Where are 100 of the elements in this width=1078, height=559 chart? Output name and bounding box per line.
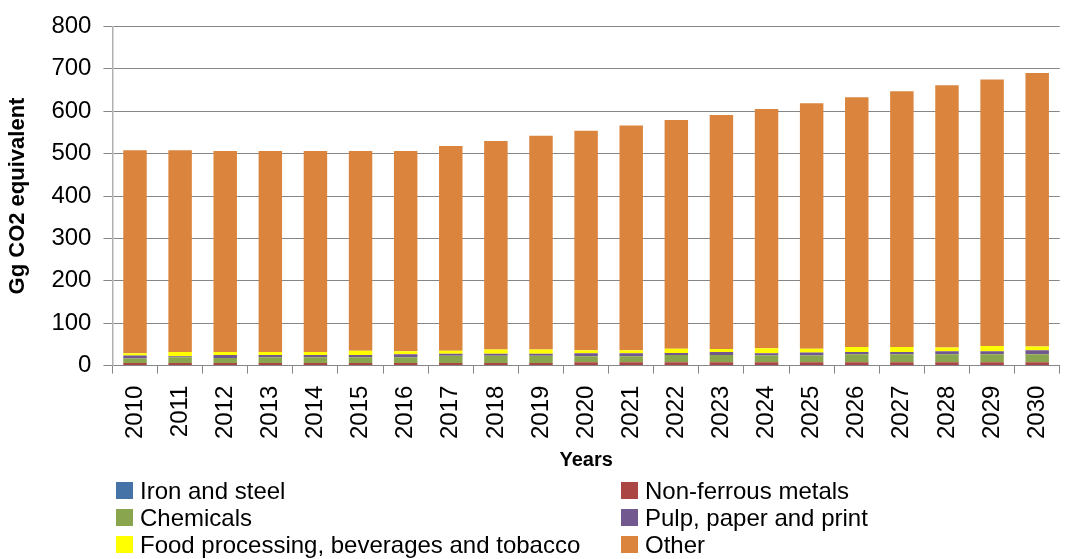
bar (168, 352, 192, 357)
bar (529, 349, 553, 354)
x-tick-label: 2024 (751, 385, 779, 439)
bar (664, 348, 689, 353)
x-tick-label: 2018 (480, 385, 508, 439)
bar (484, 355, 508, 364)
bar (890, 346, 914, 353)
bar (484, 349, 508, 354)
bar (709, 115, 734, 350)
bar (529, 363, 553, 366)
y-tick-label: 700 (51, 53, 92, 81)
bar (935, 354, 959, 363)
bar (393, 357, 418, 364)
legend-label: Iron and steel (140, 476, 286, 505)
bar (980, 351, 1004, 355)
bar (935, 351, 959, 355)
bar (123, 150, 147, 354)
bar (529, 355, 553, 364)
bar (348, 363, 373, 366)
bar (574, 362, 598, 366)
bar (529, 135, 553, 350)
bar (754, 353, 779, 356)
x-tick-label: 2023 (706, 385, 734, 439)
bar (980, 79, 1004, 347)
legend-label: Non-ferrous metals (645, 476, 850, 505)
x-tick-label: 2021 (615, 385, 643, 439)
legend-label: Pulp, paper and print (645, 503, 868, 532)
bar (799, 355, 824, 363)
x-tick-label: 2010 (119, 385, 147, 439)
x-tick-label: 2019 (525, 385, 553, 439)
bar (393, 151, 418, 352)
x-tick-label: 2014 (300, 385, 328, 439)
bar (845, 352, 869, 355)
x-tick-label: 2030 (1021, 385, 1049, 439)
y-tick-label: 100 (51, 307, 92, 335)
y-tick-label: 400 (51, 180, 92, 208)
x-axis-title: Years (559, 447, 613, 470)
bar (258, 357, 283, 364)
bar (213, 151, 237, 353)
bar (619, 362, 643, 366)
y-tick-label: 500 (51, 138, 92, 166)
bar (845, 346, 869, 353)
bar (168, 363, 192, 366)
bar (123, 363, 147, 366)
bar (619, 356, 643, 363)
y-axis-title: Gg CO2 equivalent (4, 96, 30, 295)
bar (348, 350, 373, 356)
bar (213, 357, 237, 364)
bar (935, 85, 959, 348)
bar (258, 363, 283, 366)
bar (529, 353, 553, 356)
bar (664, 120, 689, 349)
bar (845, 354, 869, 363)
x-tick-label: 2027 (886, 385, 914, 439)
bar (213, 363, 237, 366)
x-tick-label: 2026 (841, 385, 869, 439)
bar (754, 355, 779, 363)
y-tick-label: 800 (51, 11, 92, 39)
bar (348, 357, 373, 364)
legend-label: Other (645, 530, 706, 559)
bar (664, 355, 689, 363)
bar (303, 151, 328, 353)
legend-label: Chemicals (140, 503, 253, 532)
x-tick-label: 2025 (796, 385, 824, 439)
y-tick-label: 600 (51, 95, 92, 123)
bar (484, 353, 508, 356)
bar (484, 363, 508, 366)
bar (303, 363, 328, 366)
bar (574, 130, 598, 351)
bar (664, 352, 689, 356)
bar (799, 103, 824, 349)
bar (890, 354, 914, 363)
y-tick-label: 300 (51, 223, 92, 251)
bar (890, 91, 914, 347)
bar (439, 363, 463, 366)
bar (845, 97, 869, 347)
bar (754, 109, 779, 349)
y-tick-label: 200 (51, 265, 92, 293)
y-tick-label: 0 (78, 350, 92, 378)
x-tick-label: 2017 (435, 385, 463, 439)
x-tick-label: 2011 (164, 385, 192, 438)
bar (348, 151, 373, 351)
x-tick-label: 2029 (976, 385, 1004, 439)
bar (1025, 354, 1049, 363)
bar (799, 352, 824, 356)
x-tick-label: 2012 (209, 385, 237, 439)
bar (439, 355, 463, 364)
x-tick-label: 2015 (345, 385, 373, 439)
bar (1025, 73, 1049, 347)
x-tick-label: 2028 (931, 385, 959, 439)
bar (439, 145, 463, 351)
bar (303, 357, 328, 364)
x-tick-label: 2013 (254, 385, 282, 439)
bar (980, 346, 1004, 352)
x-tick-label: 2022 (660, 385, 688, 439)
bar (890, 352, 914, 355)
bar (935, 347, 959, 352)
bar (123, 358, 147, 364)
bar (574, 356, 598, 363)
legend-label: Food processing, beverages and tobacco (140, 530, 581, 559)
